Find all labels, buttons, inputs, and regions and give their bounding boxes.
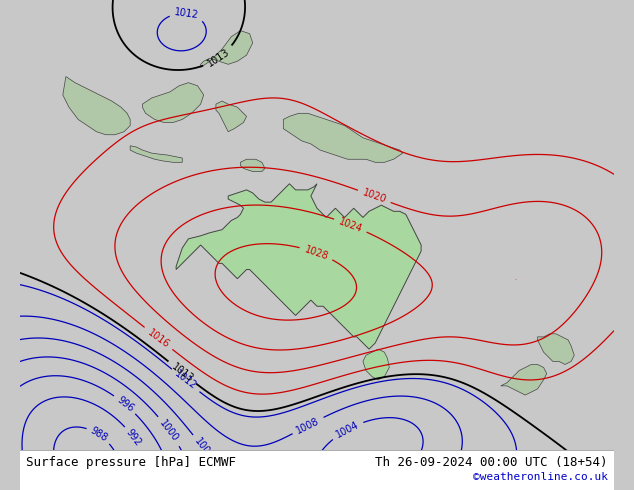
Polygon shape	[200, 30, 253, 67]
Polygon shape	[216, 101, 247, 132]
Polygon shape	[363, 349, 389, 380]
Text: 1013: 1013	[169, 361, 195, 384]
Text: 1012: 1012	[173, 369, 198, 392]
Text: 1013: 1013	[205, 47, 231, 69]
Polygon shape	[283, 113, 403, 162]
Text: ©weatheronline.co.uk: ©weatheronline.co.uk	[473, 471, 608, 482]
Polygon shape	[176, 184, 421, 349]
Text: 1012: 1012	[174, 7, 200, 21]
Polygon shape	[538, 334, 574, 365]
Polygon shape	[130, 146, 182, 162]
Text: 988: 988	[88, 426, 109, 444]
Text: 1008: 1008	[295, 416, 321, 435]
Text: Surface pressure [hPa] ECMWF: Surface pressure [hPa] ECMWF	[26, 456, 236, 469]
Polygon shape	[63, 76, 130, 135]
Text: 1004: 1004	[193, 437, 216, 462]
Text: 1024: 1024	[337, 216, 364, 234]
Bar	[20, 450, 614, 490]
Polygon shape	[240, 159, 265, 171]
Polygon shape	[501, 365, 547, 395]
Text: 992: 992	[124, 428, 143, 448]
Polygon shape	[143, 83, 204, 122]
Text: 1020: 1020	[361, 188, 387, 205]
Text: Th 26-09-2024 00:00 UTC (18+54): Th 26-09-2024 00:00 UTC (18+54)	[375, 456, 608, 469]
Text: 1000: 1000	[158, 418, 181, 444]
Text: 1028: 1028	[303, 244, 330, 262]
Text: 1016: 1016	[146, 327, 171, 350]
Text: 1004: 1004	[334, 419, 361, 440]
Text: 996: 996	[115, 395, 135, 414]
